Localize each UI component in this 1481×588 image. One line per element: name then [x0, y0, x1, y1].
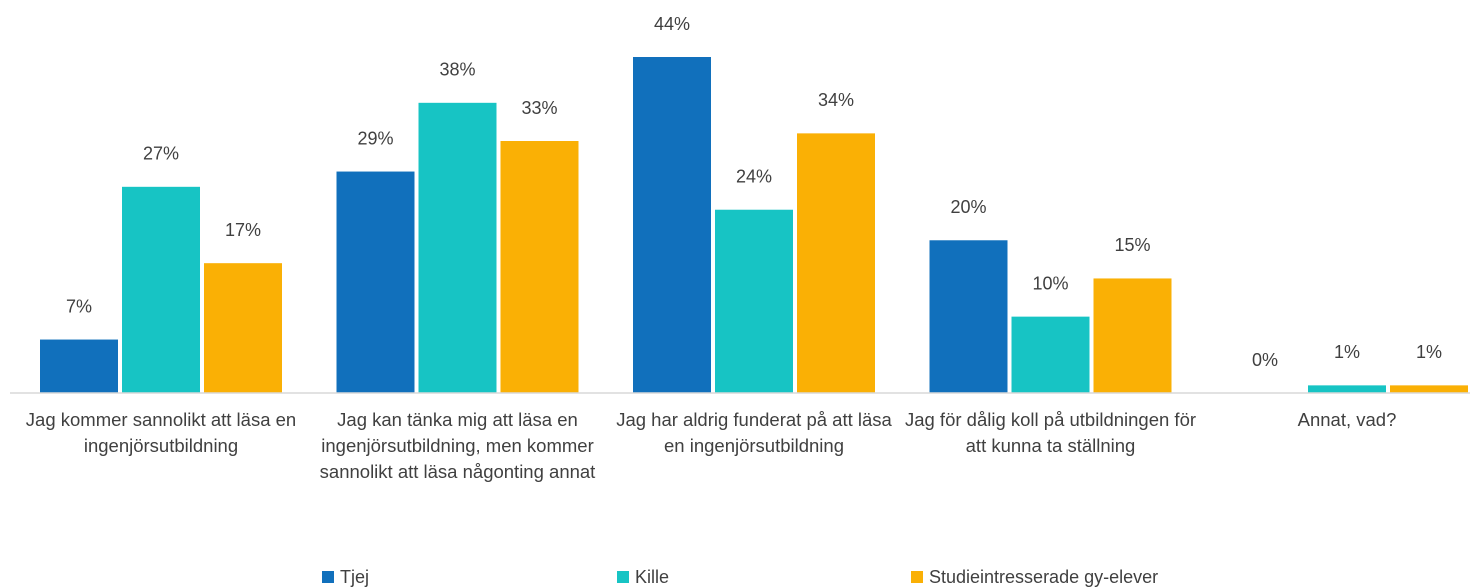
- legend-label: Studieintresserade gy-elever: [929, 567, 1158, 587]
- value-label: 33%: [521, 98, 557, 118]
- value-label: 10%: [1032, 273, 1068, 293]
- bar: [500, 141, 579, 393]
- value-label: 29%: [357, 128, 393, 148]
- value-label: 24%: [736, 166, 772, 186]
- value-label: 34%: [818, 90, 854, 110]
- bar: [715, 209, 793, 393]
- x-tick-label: Annat, vad?: [1297, 409, 1397, 430]
- value-label: 1%: [1416, 342, 1442, 362]
- bar: [1390, 385, 1468, 393]
- bar: [797, 133, 875, 393]
- bar: [1093, 278, 1172, 393]
- value-label: 0%: [1252, 350, 1278, 370]
- value-label: 17%: [225, 220, 261, 240]
- legend-swatch: [911, 571, 923, 583]
- x-tick-label: Jag har aldrig funderat på att läsa en i…: [616, 409, 892, 456]
- x-tick-label: Jag kommer sannolikt att läsa en ingenjö…: [25, 409, 297, 456]
- legend-swatch: [322, 571, 334, 583]
- bar: [929, 240, 1008, 393]
- x-tick-label: Jag kan tänka mig att läsa en ingenjörsu…: [319, 409, 596, 482]
- bar: [40, 339, 118, 393]
- value-label: 38%: [439, 60, 475, 80]
- value-label: 1%: [1334, 342, 1360, 362]
- value-label: 20%: [950, 197, 986, 217]
- bar: [418, 102, 497, 394]
- value-label: 44%: [654, 14, 690, 34]
- value-label: 27%: [143, 144, 179, 164]
- legend-swatch: [617, 571, 629, 583]
- value-label: 15%: [1114, 235, 1150, 255]
- value-label: 7%: [66, 296, 92, 316]
- x-tick-label: Jag för dålig koll på utbildningen för a…: [904, 409, 1197, 456]
- bar: [1011, 316, 1090, 393]
- bar: [122, 186, 200, 393]
- bar: [204, 263, 282, 393]
- legend-label: Kille: [635, 567, 669, 587]
- bar: [633, 57, 711, 393]
- bar: [1308, 385, 1386, 393]
- legend-label: Tjej: [340, 567, 369, 587]
- bar: [336, 171, 415, 393]
